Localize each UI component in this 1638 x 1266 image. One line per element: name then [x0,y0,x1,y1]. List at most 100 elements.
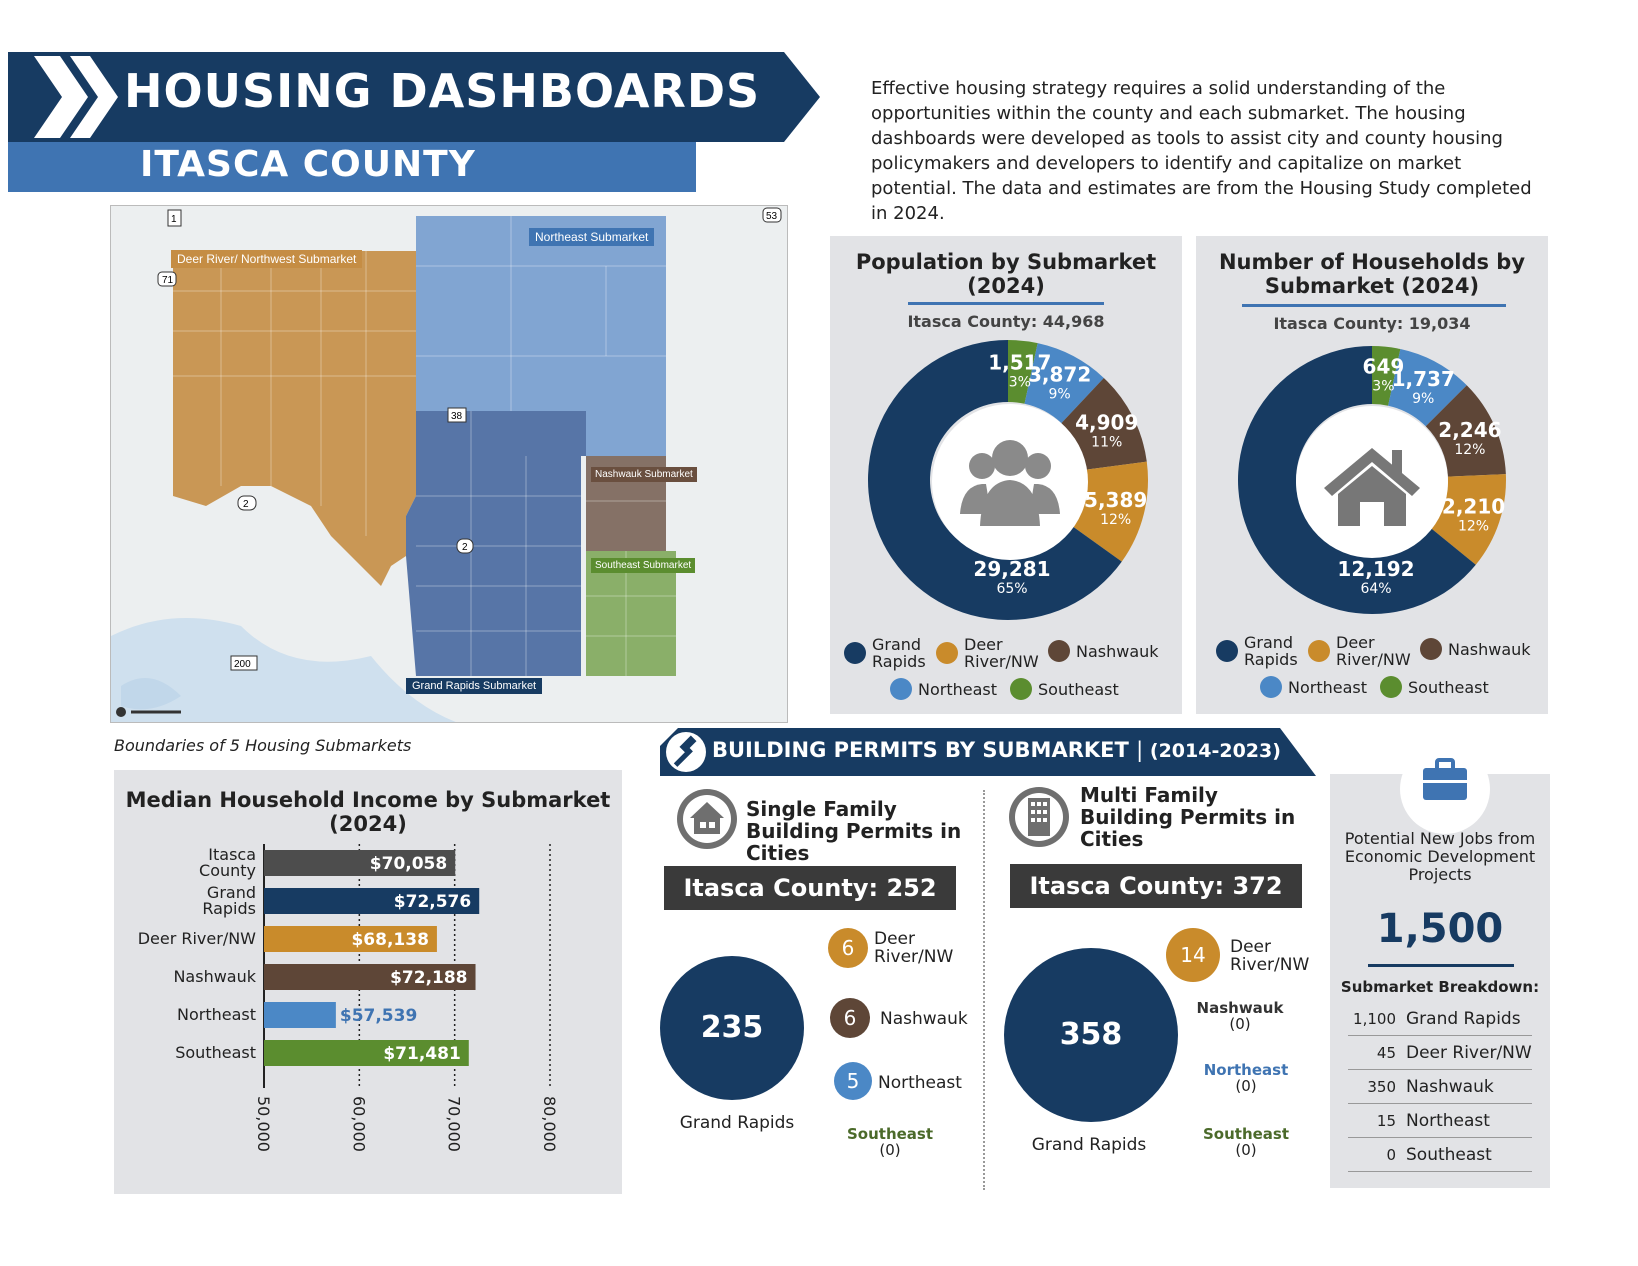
population-panel: Population by Submarket (2024) Itasca Co… [830,236,1182,714]
bar-value-label: $72,188 [390,968,467,988]
subheader-banner [8,142,696,192]
slice-grand-rapids [868,340,1122,620]
breakdown-count: 1,100 [1353,1009,1396,1028]
slice-pct-deer-river: 12% [1100,512,1131,528]
route-label-38: 38 [451,411,463,422]
households-panel: Number of Households by Submarket (2024)… [1196,236,1548,714]
map-label-southeast: Southeast Submarket [591,558,696,573]
bar [264,1002,336,1028]
multi-family-grand-rapids-circle: 358 [1004,948,1178,1122]
title-underline [908,302,1104,305]
slice-northeast [1388,349,1467,427]
breakdown-count: 350 [1367,1077,1396,1096]
slice-pct-grand-rapids: 64% [1360,581,1391,597]
slice-value-southeast: 649 [1363,355,1405,379]
breakdown-title: Submarket Breakdown: [1340,978,1540,996]
sf-deer-river-label: Deer River/NW [874,929,954,967]
single-family-grand-rapids-label: Grand Rapids [679,1113,795,1133]
legend-dot-northeast [890,678,912,700]
multi-family-grand-rapids-label: Grand Rapids [1031,1135,1147,1155]
breakdown-count: 15 [1376,1111,1396,1130]
income-bar-chart: 50,000 60,000 70,000 80,000 Itasca County $70,… [138,844,559,1152]
permits-title: BUILDING PERMITS BY SUBMARKET [712,738,1129,762]
mf-northeast-value: (0) [1235,1077,1257,1095]
map-label-nashwauk: Nashwauk Submarket [591,467,697,482]
bar-value-label: $70,058 [370,854,447,874]
breakdown-row: 0 Southeast [1348,1138,1532,1172]
legend-dot-nashwauk [1048,640,1070,662]
slice-value-southeast: 1,517 [988,351,1051,375]
bar [264,964,476,990]
people-icon [960,440,1060,526]
slice-pct-grand-rapids: 65% [996,581,1027,597]
route-label-2: 2 [243,499,249,510]
map-label-northeast: Northeast Submarket [529,228,655,246]
bar-category-label: Nashwauk [173,967,256,986]
submarket-map: 1 71 53 38 2 2 200 Deer River/ Northwest… [110,205,788,723]
slice-deer-river [1430,474,1506,565]
slice-grand-rapids [1238,346,1476,614]
bar-value-label: $57,539 [340,1006,417,1026]
permits-header [660,728,1316,776]
briefcase-icon [1423,758,1467,800]
breakdown-name: Deer River/NW [1406,1042,1532,1063]
slice-value-grand-rapids: 29,281 [973,557,1050,581]
map-label-deer-river: Deer River/ Northwest Submarket [171,250,363,268]
multi-family-county-total: Itasca County: 372 [1010,864,1302,908]
legend-dot-southeast [1380,676,1402,698]
slice-value-nashwauk: 2,246 [1438,418,1501,442]
income-title: Median Household Income by Submarket (20… [125,788,611,836]
grand-rapids-region [406,411,586,676]
slice-pct-deer-river: 12% [1458,519,1489,535]
x-tick-label: 80,000 [540,1096,559,1152]
bar-category-label: Northeast [177,1005,256,1024]
legend-dot-deer-river [936,642,958,664]
legend-nashwauk: Nashwauk [1448,639,1531,659]
sf-nashwauk-label: Nashwauk [880,1009,968,1029]
permits-years: (2014-2023) [1149,740,1281,762]
multi-family-heading: Multi Family Building Permits in Cities [1080,783,1296,851]
slice-value-nashwauk: 4,909 [1075,410,1138,434]
mf-nashwauk-label: Nashwauk [1196,999,1284,1017]
legend-northeast: Northeast [918,679,998,699]
x-tick-label: 60,000 [349,1096,368,1152]
header-banner [8,52,820,142]
breakdown-name: Southeast [1406,1144,1492,1165]
deer-river-region [173,251,416,586]
slice-pct-southeast: 3% [1009,375,1031,391]
route-label-71: 71 [162,275,174,286]
legend-dot-nashwauk [1420,638,1442,660]
population-title: Population by Submarket (2024) [855,250,1157,298]
slice-nashwauk [1061,377,1147,470]
legend-deer-river: Deer River/NW [1336,633,1411,669]
page-title: HOUSING DASHBOARDS [124,64,761,118]
house-building-icon [677,789,737,849]
bar [264,888,480,914]
legend-northeast: Northeast [1288,677,1368,697]
breakdown-row: 1,100 Grand Rapids [1348,1002,1532,1036]
route-label-2b: 2 [462,542,468,553]
intro-paragraph: Effective housing strategy requires a so… [871,78,1532,224]
page-subtitle: ITASCA COUNTY [140,144,476,185]
sf-northeast-circle: 5 [834,1062,872,1100]
route-label-53: 53 [766,211,778,222]
mf-southeast-label: Southeast [1202,1125,1290,1143]
map-label-grand-rapids: Grand Rapids Submarket [406,678,543,694]
legend-southeast: Southeast [1038,679,1119,699]
bar-value-label: $68,138 [351,930,428,950]
slice-value-deer-river: 2,210 [1442,495,1505,519]
route-label-200: 200 [234,659,251,670]
slice-nashwauk [1425,385,1506,477]
northeast-region [416,216,666,456]
breakdown-name: Grand Rapids [1406,1008,1521,1029]
bar [264,1040,469,1066]
households-title: Number of Households by Submarket (2024) [1218,250,1526,298]
slice-value-northeast: 1,737 [1392,367,1455,391]
breakdown-count: 0 [1386,1145,1396,1164]
bar-category-label: Southeast [175,1043,256,1062]
legend-dot-northeast [1260,676,1282,698]
legend-dot-southeast [1010,678,1032,700]
slice-deer-river [1071,461,1148,562]
